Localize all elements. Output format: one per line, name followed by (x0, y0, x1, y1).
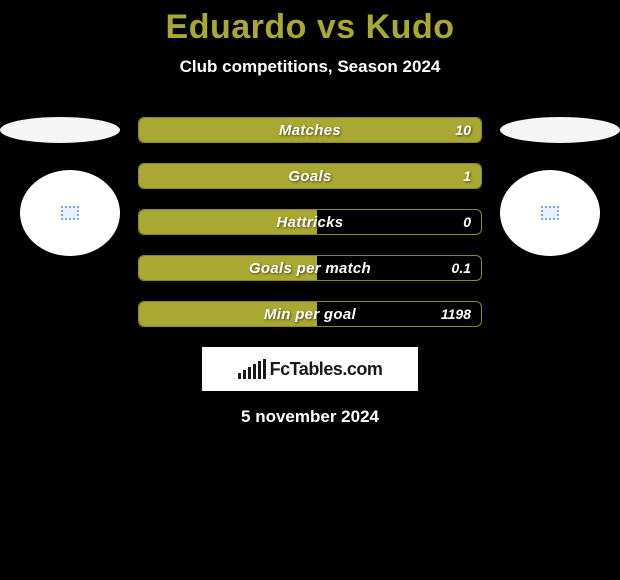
logo-text: FcTables.com (270, 359, 383, 380)
stat-value: 0.1 (452, 256, 471, 280)
stat-row-goals-per-match: Goals per match 0.1 (138, 255, 482, 281)
stat-label: Min per goal (139, 302, 481, 326)
stat-label: Goals (139, 164, 481, 188)
player-left-avatar (20, 170, 120, 256)
stat-value: 10 (455, 118, 471, 142)
player-left-shadow (0, 117, 120, 143)
player-right-avatar (500, 170, 600, 256)
stat-row-min-per-goal: Min per goal 1198 (138, 301, 482, 327)
stat-row-hattricks: Hattricks 0 (138, 209, 482, 235)
stat-row-goals: Goals 1 (138, 163, 482, 189)
logo-bars-icon (238, 359, 266, 379)
stat-label: Matches (139, 118, 481, 142)
stat-value: 1 (463, 164, 471, 188)
player-right-shadow (500, 117, 620, 143)
comparison-area: Matches 10 Goals 1 Hattricks 0 Goals per… (0, 117, 620, 427)
page-subtitle: Club competitions, Season 2024 (0, 57, 620, 77)
page-title: Eduardo vs Kudo (0, 0, 620, 47)
stat-row-matches: Matches 10 (138, 117, 482, 143)
stat-value: 1198 (441, 302, 471, 326)
stat-value: 0 (463, 210, 471, 234)
stat-label: Goals per match (139, 256, 481, 280)
placeholder-icon (541, 206, 559, 220)
stats-bars: Matches 10 Goals 1 Hattricks 0 Goals per… (138, 117, 482, 327)
placeholder-icon (61, 206, 79, 220)
source-logo: FcTables.com (202, 347, 418, 391)
snapshot-date: 5 november 2024 (0, 407, 620, 427)
stat-label: Hattricks (139, 210, 481, 234)
